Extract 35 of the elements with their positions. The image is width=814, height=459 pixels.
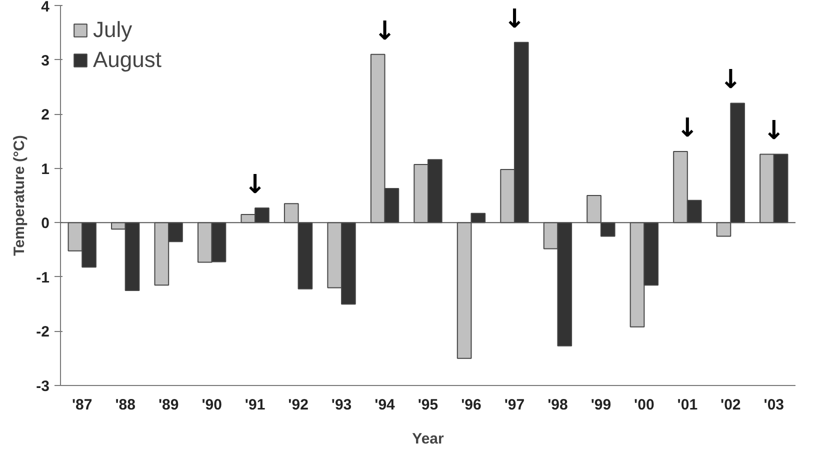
y-axis-title: Temperature (°C) bbox=[11, 135, 28, 256]
x-tick-label: '92 bbox=[288, 396, 308, 414]
y-tick-label: -2 bbox=[36, 324, 50, 341]
annotation: ↓ bbox=[762, 116, 785, 146]
annotation: ↓ bbox=[374, 16, 396, 46]
x-tick-label: '01 bbox=[677, 396, 698, 414]
y-tick-label: -1 bbox=[36, 269, 50, 286]
x-tick-label: '96 bbox=[461, 396, 482, 414]
x-tick-label: '98 bbox=[548, 396, 568, 414]
x-tick-label: '03 bbox=[764, 396, 784, 414]
y-tick-label: 4 bbox=[41, 0, 50, 16]
legend-label: August bbox=[93, 47, 162, 73]
annotation: ↓ bbox=[244, 170, 266, 200]
x-tick-label: '88 bbox=[115, 396, 136, 414]
x-tick-label: '90 bbox=[202, 396, 222, 414]
annotation: ↓ bbox=[504, 4, 526, 34]
x-tick-label: '99 bbox=[590, 396, 612, 414]
x-tick-label: '93 bbox=[331, 396, 352, 414]
x-tick-label: '02 bbox=[720, 396, 741, 414]
y-tick-label: -3 bbox=[36, 378, 50, 395]
x-axis-title: Year bbox=[412, 430, 444, 448]
y-tick-label: 0 bbox=[41, 215, 50, 232]
legend-label: July bbox=[93, 17, 132, 43]
x-tick-label: '00 bbox=[634, 396, 654, 414]
x-tick-label: '91 bbox=[244, 396, 266, 414]
x-tick-label: '97 bbox=[504, 396, 525, 414]
x-tick-label: '94 bbox=[374, 396, 396, 414]
y-tick-label: 2 bbox=[41, 106, 50, 124]
annotation: ↓ bbox=[720, 65, 742, 96]
y-tick-label: 3 bbox=[41, 52, 50, 70]
x-tick-label: '95 bbox=[418, 396, 438, 414]
annotation: ↓ bbox=[676, 114, 698, 144]
y-tick-label: 1 bbox=[41, 160, 50, 178]
x-tick-label: '87 bbox=[72, 396, 92, 414]
x-tick-label: '89 bbox=[158, 396, 179, 414]
